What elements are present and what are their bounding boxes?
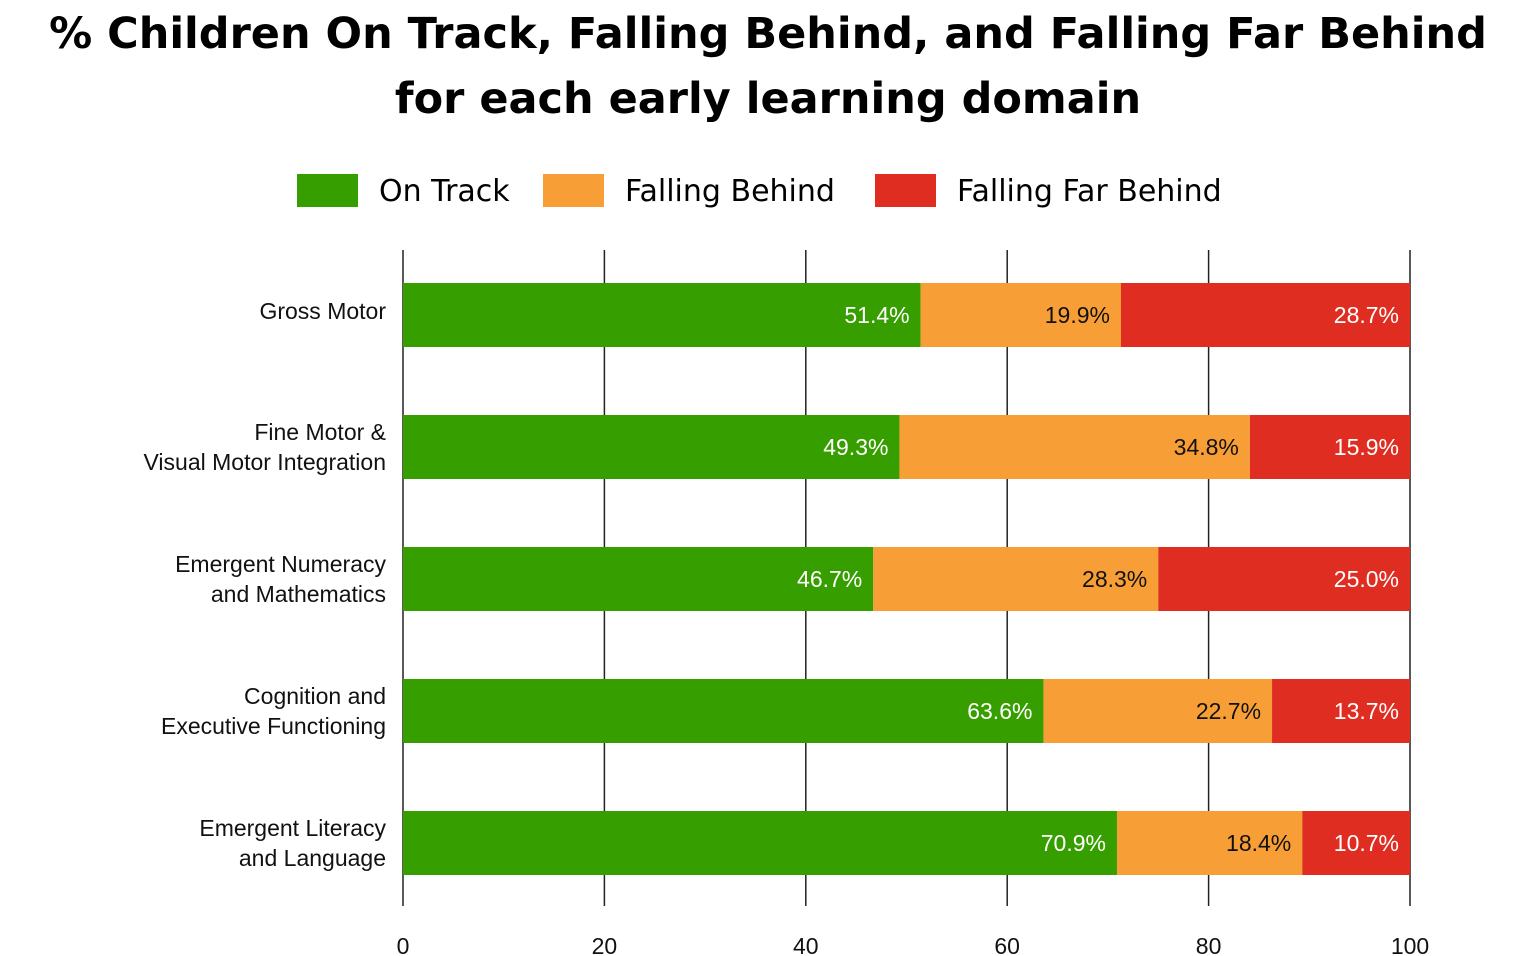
x-tick-label: 80: [1196, 933, 1222, 956]
x-axis-ticks: 0 20 40 60 80 100: [397, 933, 1430, 956]
chart-legend: On Track Falling Behind Falling Far Behind: [297, 174, 1222, 209]
bar-segment-falling-far-behind: [1249, 415, 1410, 479]
data-label: 34.8%: [1174, 434, 1239, 460]
bar-segment-on-track: [403, 547, 874, 611]
data-label: 28.3%: [1082, 566, 1147, 592]
bar-segment-falling-far-behind: [1302, 811, 1410, 875]
category-label: and Mathematics: [211, 581, 386, 607]
bar-segment-falling-far-behind: [1158, 547, 1410, 611]
data-label: 63.6%: [967, 698, 1032, 724]
data-label: 22.7%: [1196, 698, 1261, 724]
bar-segment-on-track: [403, 811, 1117, 875]
legend-swatch-falling-far-behind: [875, 174, 936, 207]
category-labels: Gross Motor Fine Motor & Visual Motor Inte…: [144, 298, 387, 871]
category-label: Visual Motor Integration: [144, 449, 387, 475]
bar-segment-falling-behind: [1043, 679, 1273, 743]
category-label: Fine Motor &: [254, 419, 386, 445]
legend-label: Falling Behind: [625, 174, 835, 209]
bar-segment-falling-behind: [873, 547, 1159, 611]
data-label: 49.3%: [823, 434, 888, 460]
x-tick-label: 0: [397, 933, 410, 956]
data-label: 15.9%: [1334, 434, 1399, 460]
category-label: Executive Functioning: [161, 713, 386, 739]
data-label: 13.7%: [1334, 698, 1399, 724]
category-label: Emergent Numeracy: [175, 551, 386, 577]
bar-segment-on-track: [403, 283, 921, 347]
bar-segment-falling-behind: [1116, 811, 1303, 875]
chart-title: % Children On Track, Falling Behind, and…: [49, 9, 1487, 59]
data-label: 46.7%: [797, 566, 862, 592]
x-tick-label: 100: [1391, 933, 1429, 956]
legend-label: Falling Far Behind: [957, 174, 1222, 209]
bar-segment-falling-behind: [899, 415, 1250, 479]
data-label: 28.7%: [1334, 302, 1399, 328]
data-label: 19.9%: [1045, 302, 1110, 328]
bar-segment-on-track: [403, 415, 900, 479]
data-label: 18.4%: [1226, 830, 1291, 856]
bar-segment-falling-far-behind: [1120, 283, 1410, 347]
legend-label: On Track: [379, 174, 510, 209]
legend-swatch-falling-behind: [543, 174, 604, 207]
data-label: 25.0%: [1334, 566, 1399, 592]
x-tick-label: 60: [994, 933, 1020, 956]
legend-swatch-on-track: [297, 174, 358, 207]
bar-segment-falling-behind: [920, 283, 1121, 347]
x-tick-label: 40: [793, 933, 819, 956]
bar-segment-on-track: [403, 679, 1044, 743]
category-label: Cognition and: [244, 683, 386, 709]
data-label: 10.7%: [1334, 830, 1399, 856]
x-tick-label: 20: [592, 933, 618, 956]
category-label: and Language: [239, 845, 386, 871]
category-label: Gross Motor: [259, 298, 386, 324]
chart-subtitle: for each early learning domain: [395, 74, 1141, 124]
bar-group: 51.4% 19.9% 28.7% 49.3% 34.8% 15.9% 46.7% 28.3%…: [403, 283, 1410, 875]
category-label: Emergent Literacy: [199, 815, 386, 841]
bar-segment-falling-far-behind: [1272, 679, 1410, 743]
data-label: 70.9%: [1041, 830, 1106, 856]
data-label: 51.4%: [844, 302, 909, 328]
